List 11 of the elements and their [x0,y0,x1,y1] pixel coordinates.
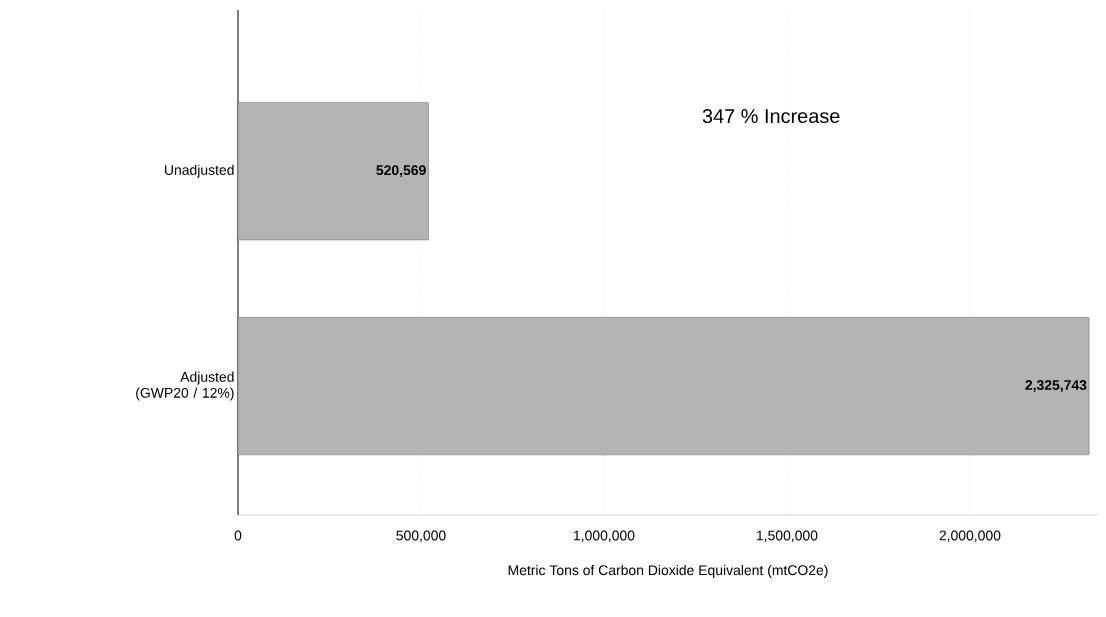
x-tick-label: 2,000,000 [939,530,1001,543]
y-tick-label: Unadjusted [165,164,234,178]
x-tick-label: 1,000,000 [574,530,635,543]
data-label: 2,325,743 [1025,380,1087,393]
data-label: 520,569 [376,165,426,178]
x-tick-label: 1,500,000 [756,530,818,543]
x-tick-label: 500,000 [396,530,446,543]
annotation: 347 % Increase [702,109,840,124]
y-tick-label: Adjusted (GWP20 / 12%) [136,371,234,401]
x-axis-title: Metric Tons of Carbon Dioxide Equivalent (mtCO2e) [508,564,828,578]
x-tick-label: 0 [234,530,242,541]
